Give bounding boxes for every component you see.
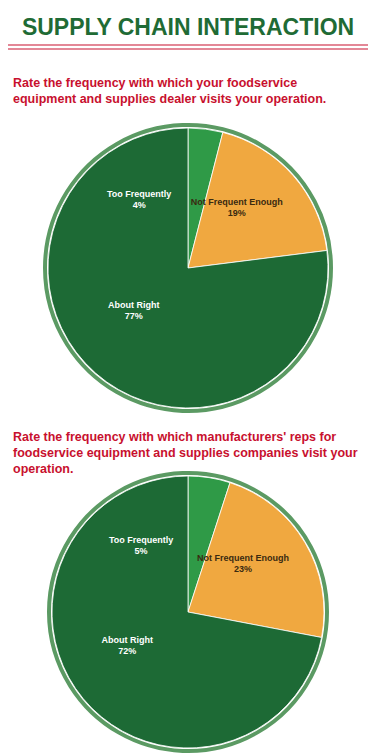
svg-text:Rate the frequency with which: Rate the frequency with which manufactur… — [13, 430, 340, 444]
svg-text:4%: 4% — [133, 200, 146, 210]
svg-text:Not Frequent Enough: Not Frequent Enough — [197, 553, 289, 563]
svg-text:Rate the frequency with which: Rate the frequency with which your foods… — [13, 76, 301, 90]
svg-text:foodservice equipment and supp: foodservice equipment and supplies compa… — [13, 446, 361, 460]
svg-text:19%: 19% — [228, 208, 246, 218]
svg-text:Not Frequent Enough: Not Frequent Enough — [191, 197, 283, 207]
svg-text:About Right: About Right — [108, 300, 159, 310]
svg-text:77%: 77% — [125, 311, 143, 321]
svg-text:About Right: About Right — [102, 635, 153, 645]
svg-text:72%: 72% — [118, 646, 136, 656]
svg-text:Too Frequently: Too Frequently — [109, 535, 173, 545]
svg-text:23%: 23% — [234, 564, 252, 574]
svg-text:SUPPLY CHAIN INTERACTION: SUPPLY CHAIN INTERACTION — [22, 14, 354, 40]
svg-text:5%: 5% — [135, 546, 148, 556]
svg-text:Too Frequently: Too Frequently — [107, 189, 171, 199]
svg-text:operation.: operation. — [13, 462, 73, 476]
svg-text:equipment and supplies dealer: equipment and supplies dealer visits you… — [13, 92, 326, 106]
